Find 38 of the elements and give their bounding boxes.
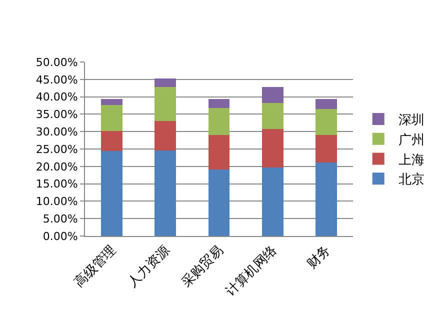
bar [208, 108, 230, 136]
y-tick-label: 40.00% [36, 90, 78, 104]
bar [154, 78, 176, 88]
bar [101, 105, 123, 131]
bar [101, 98, 123, 106]
bar [315, 162, 337, 236]
bar [154, 87, 176, 121]
bar [208, 98, 230, 108]
y-tick-label: 45.00% [36, 73, 78, 86]
y-tick-label: 30.00% [36, 125, 78, 138]
bar [262, 103, 284, 130]
y-tick-label: 20.00% [36, 160, 78, 174]
bar [315, 108, 337, 136]
x-tick-label: 财务 [304, 242, 334, 272]
bar [262, 167, 284, 236]
bar [262, 129, 284, 168]
bar [154, 150, 176, 236]
legend-label: 北京 [398, 172, 424, 188]
y-tick-label: 10.00% [36, 195, 78, 208]
x-tick-label: 人力资源 [125, 242, 173, 290]
bar [208, 170, 230, 236]
bar [154, 120, 176, 150]
bar [315, 135, 337, 163]
bar [208, 135, 230, 170]
y-tick-label: 15.00% [36, 178, 78, 191]
bar [101, 130, 123, 152]
legend-label: 广州 [398, 132, 424, 148]
x-tick-label: 高级管理 [71, 242, 120, 290]
y-tick-label: 0.00% [42, 230, 78, 243]
bar [315, 98, 337, 109]
legend-label: 深圳 [398, 113, 424, 128]
y-tick-label: 35.00% [36, 108, 78, 122]
y-tick-label: 25.00% [36, 142, 78, 156]
y-tick-label: 50.00% [36, 56, 78, 69]
legend-label: 上海 [398, 152, 424, 168]
bar [101, 151, 123, 236]
bar [262, 87, 284, 104]
y-tick-label: 5.00% [42, 212, 78, 226]
